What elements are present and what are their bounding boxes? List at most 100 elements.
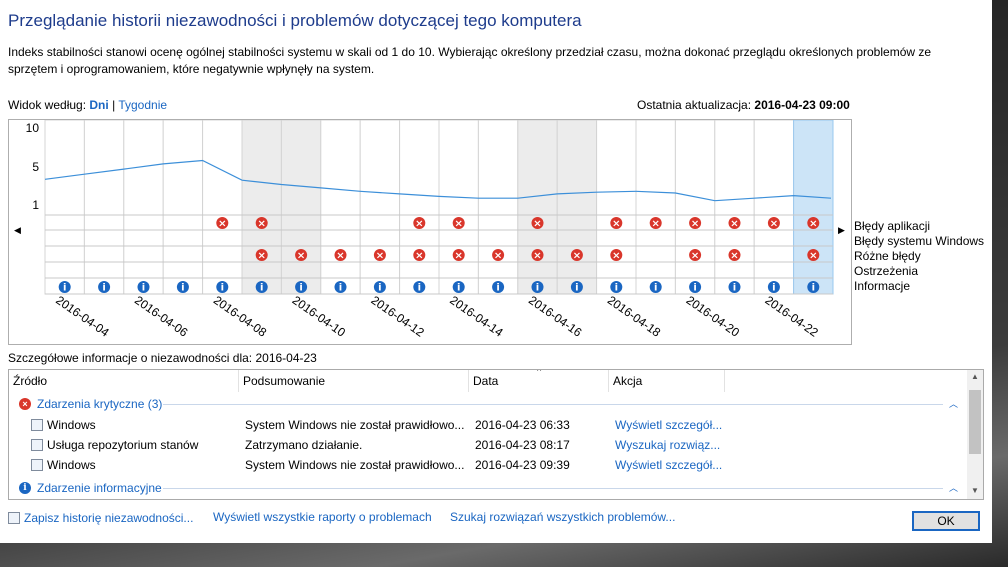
error-icon[interactable]: × [255,217,268,230]
scroll-thumb[interactable] [969,390,981,454]
info-icon[interactable]: i [295,281,308,294]
stability-chart-svg[interactable]: 10 5 1 i i i i × i × × i × i × i × i × × i × × i × i × × i × i × × i × i × × i… [9,120,851,344]
error-icon[interactable]: × [295,249,308,262]
info-icon: i [19,482,31,494]
error-icon[interactable]: × [255,249,268,262]
error-icon[interactable]: × [649,217,662,230]
error-icon[interactable]: × [452,249,465,262]
error-icon[interactable]: × [373,249,386,262]
svg-text:×: × [691,219,699,230]
info-icon[interactable]: i [728,281,741,294]
error-icon[interactable]: × [767,217,780,230]
ok-button[interactable]: OK [912,511,980,531]
view-days-link[interactable]: Dni [89,98,109,112]
error-icon[interactable]: × [531,217,544,230]
error-icon[interactable]: × [807,217,820,230]
scroll-up-icon[interactable]: ▲ [971,372,979,381]
view-weeks-link[interactable]: Tygodnie [118,98,168,112]
day-column [438,120,479,295]
row-action-link[interactable]: Wyszukaj rozwiąz... [615,438,721,452]
error-icon[interactable]: × [728,249,741,262]
svg-text:×: × [809,219,817,230]
view-by-label: Widok według: [8,98,87,112]
svg-text:i: i [260,283,263,294]
group-critical[interactable]: × Zdarzenia krytyczne (3) ︿ [9,394,967,414]
column-summary[interactable]: Podsumowanie [239,370,469,392]
error-icon[interactable]: × [689,249,702,262]
svg-text:×: × [612,219,620,230]
collapse-icon[interactable]: ︿ [949,399,959,409]
save-history[interactable]: Zapisz historię niezawodności... [8,510,193,525]
info-icon[interactable]: i [570,281,583,294]
info-icon[interactable]: i [649,281,662,294]
svg-text:i: i [496,283,499,294]
row-summary: System Windows nie został prawidłowo... [245,458,465,472]
error-icon[interactable]: × [728,217,741,230]
error-icon[interactable]: × [413,249,426,262]
info-icon[interactable]: i [373,281,386,294]
error-icon[interactable]: × [689,217,702,230]
info-icon[interactable]: i [413,281,426,294]
info-icon[interactable]: i [610,281,623,294]
info-icon[interactable]: i [255,281,268,294]
last-update-label: Ostatnia aktualizacja: [637,98,752,112]
info-icon[interactable]: i [137,281,150,294]
last-update: Ostatnia aktualizacja: 2016-04-23 09:00 [637,98,850,112]
info-icon[interactable]: i [767,281,780,294]
error-icon[interactable]: × [610,249,623,262]
error-icon[interactable]: × [570,249,583,262]
error-icon[interactable]: × [807,249,820,262]
table-row[interactable]: Usługa repozytorium stanów Zatrzymano dz… [9,435,967,455]
error-icon[interactable]: × [492,249,505,262]
table-row[interactable]: Windows System Windows nie został prawid… [9,415,967,435]
group-critical-title: Zdarzenia krytyczne (3) [37,397,163,411]
error-icon[interactable]: × [452,217,465,230]
info-icon[interactable]: i [452,281,465,294]
row-action-link[interactable]: Wyświetl szczegół... [615,418,723,432]
info-icon[interactable]: i [689,281,702,294]
search-all-link[interactable]: Szukaj rozwiązań wszystkich problemów... [450,510,676,524]
error-icon[interactable]: × [413,217,426,230]
save-history-link[interactable]: Zapisz historię niezawodności... [24,511,194,525]
stability-chart[interactable]: 10 5 1 i i i i × i × × i × i × i × i × × i × × i × i × × i × i × × i × i × × i… [8,119,852,345]
x-date-label: 2016-04-12 [368,293,427,340]
error-icon[interactable]: × [334,249,347,262]
svg-text:×: × [612,251,620,262]
table-row[interactable]: Windows System Windows nie został prawid… [9,455,967,475]
legend-warnings: Ostrzeżenia [854,264,919,278]
all-reports-link[interactable]: Wyświetl wszystkie raporty o problemach [213,510,432,524]
row-action-link[interactable]: Wyświetl szczegół... [615,458,723,472]
info-icon[interactable]: i [58,281,71,294]
info-icon[interactable]: i [807,281,820,294]
svg-text:×: × [573,251,581,262]
selected-day-column [793,120,834,295]
info-icon[interactable]: i [531,281,544,294]
x-date-label: 2016-04-18 [605,293,664,340]
group-informational[interactable]: i Zdarzenie informacyjne ︿ [9,478,967,498]
scroll-down-icon[interactable]: ▼ [971,486,979,495]
day-column [556,120,598,295]
y-tick-label: 5 [32,160,39,174]
error-icon[interactable]: × [610,217,623,230]
column-source[interactable]: Źródło [9,370,239,392]
collapse-icon[interactable]: ︿ [949,483,959,493]
search-all[interactable]: Szukaj rozwiązań wszystkich problemów... [450,510,675,524]
column-date[interactable]: Data [469,370,609,392]
all-reports[interactable]: Wyświetl wszystkie raporty o problemach [213,510,432,524]
stability-index-line [44,159,832,202]
day-column [517,120,558,295]
chart-scroll-right-icon[interactable]: ▶ [838,225,845,235]
legend-app-errors: Błędy aplikacji [854,219,931,233]
day-column [162,120,204,295]
info-icon[interactable]: i [334,281,347,294]
info-icon[interactable]: i [98,281,111,294]
info-icon[interactable]: i [176,281,189,294]
x-date-label: 2016-04-20 [684,293,743,340]
chart-scroll-left-icon[interactable]: ◀ [14,225,21,235]
info-icon[interactable]: i [216,281,229,294]
column-action[interactable]: Akcja [609,370,725,392]
list-scrollbar[interactable]: ▲ ▼ [967,370,983,499]
error-icon[interactable]: × [216,217,229,230]
info-icon[interactable]: i [492,281,505,294]
error-icon[interactable]: × [531,249,544,262]
